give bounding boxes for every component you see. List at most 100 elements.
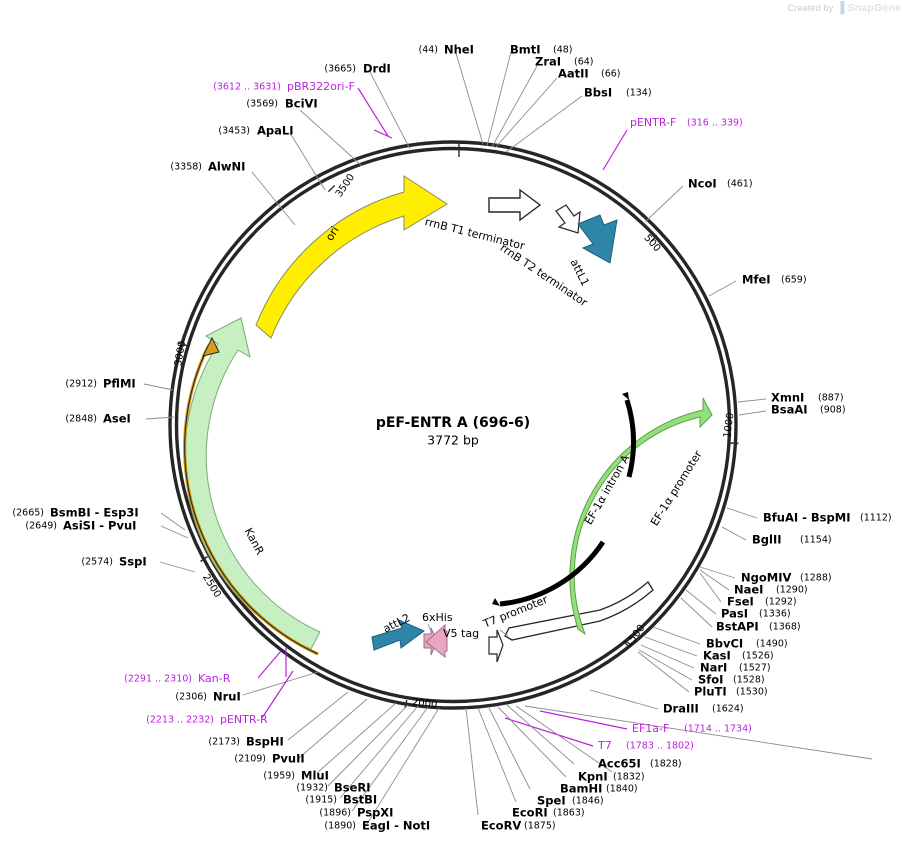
site-label-bsaai: BsaAI (908) <box>771 403 846 417</box>
feature-kanr[interactable]: KanR <box>184 317 321 650</box>
site-pos: (2574) <box>81 557 113 568</box>
labels-left[interactable]: (3358) AlwNI (2912) PflMI (2848) AseI (2… <box>12 160 245 569</box>
primer-name: pBR322ori-F <box>287 80 355 93</box>
site-pos: (44) <box>418 45 438 56</box>
site-pos: (1875) <box>524 821 556 832</box>
site-name: BstBI <box>343 793 377 807</box>
tick-label: 3500 <box>334 172 357 199</box>
site-name: SfoI <box>698 673 723 687</box>
site-label-spei: SpeI (1846) <box>537 794 604 808</box>
site-label-pvuii: (2109) PvuII <box>234 752 304 766</box>
site-pos: (887) <box>818 393 844 404</box>
site-label-ngomiv: NgoMIV (1288) <box>741 571 832 585</box>
leader-lines <box>143 49 873 825</box>
site-name: EcoRV <box>481 819 521 833</box>
site-name: MluI <box>301 769 329 783</box>
site-name: NheI <box>444 43 474 57</box>
feature-kanr-cds-arrow <box>183 336 319 656</box>
site-label-bglii: BglII (1154) <box>752 533 832 547</box>
site-label-asei: (2848) AseI <box>65 412 130 426</box>
snapgene-watermark: Created by ▐ SnapGene <box>787 2 901 14</box>
feature-label-ef1a-intron: EF-1α intron A <box>582 452 633 527</box>
site-name: PasI <box>721 607 748 621</box>
site-label-mlui: (1959) MluI <box>263 769 328 783</box>
site-name: PvuII <box>272 752 305 766</box>
site-label-bstbi: (1915) BstBI <box>305 793 377 807</box>
site-label-pspxi: (1896) PspXI <box>319 806 393 820</box>
primer-name: EF1a-F <box>632 722 669 735</box>
tick-label: 1000 <box>722 412 736 439</box>
tick-1000: 1000 <box>722 412 739 445</box>
watermark-brand: SnapGene <box>847 2 901 14</box>
site-pos: (1112) <box>860 513 892 524</box>
labels-right-lower[interactable]: NgoMIV (1288) NaeI (1290) FseI (1292) Pa… <box>597 571 832 753</box>
feature-ori[interactable]: ori <box>255 175 448 339</box>
primer-label-ef1a-f: EF1a-F (1714 .. 1734) <box>632 722 752 735</box>
labels-right-upper[interactable]: NcoI (461) MfeI (659) XmnI (887) BsaAI (… <box>688 177 892 547</box>
site-label-xmni: XmnI (887) <box>771 391 844 405</box>
site-pos: (908) <box>820 405 846 416</box>
feature-attl2[interactable]: attL2 <box>371 611 425 651</box>
site-pos: (1490) <box>756 639 788 650</box>
labels-top-right[interactable]: (44) NheI BmtI (48) ZraI (64) AatII (66)… <box>418 43 742 130</box>
site-label-bfuai-bspmi: BfuAI - BspMI (1112) <box>763 511 892 525</box>
site-label-ecori: EcoRI (1863) <box>512 806 585 820</box>
labels-top-left[interactable]: (3665) DrdI (3612 .. 3631) pBR322ori-F (… <box>213 62 391 138</box>
primer-label-pentr-f: pENTR-F (316 .. 339) <box>630 116 743 129</box>
tick-500: 500 <box>642 233 663 255</box>
feature-label-6xhis: 6xHis <box>422 611 453 624</box>
primer-range: (2291 .. 2310) <box>124 674 192 685</box>
site-label-zrai: ZraI (64) <box>535 55 594 69</box>
site-name: BseRI <box>334 781 371 795</box>
labels-bottom-right[interactable]: Acc65I (1828) KpnI (1832) BamHI (1840) S… <box>481 757 682 833</box>
site-name: BbvCI <box>706 637 743 651</box>
labels-bottom-left[interactable]: (2291 .. 2310) Kan-R (2306) NruI (2213 .… <box>124 672 430 833</box>
site-label-bcivi: (3569) BciVI <box>246 97 317 111</box>
primer-label-pentr-r: (2213 .. 2232) pENTR-R <box>146 713 268 726</box>
primer-label-t7: T7 (1783 .. 1802) <box>597 739 694 752</box>
site-label-nrui: (2306) NruI <box>175 690 240 704</box>
site-pos: (1890) <box>324 821 356 832</box>
site-label-naei: NaeI (1290) <box>734 583 808 597</box>
site-label-bseri: (1932) BseRI <box>296 781 370 795</box>
site-label-draiii: DraIII (1624) <box>663 702 744 716</box>
tick-label: 2000 <box>411 697 437 711</box>
site-label-bmti: BmtI (48) <box>510 43 573 57</box>
site-pos: (1528) <box>733 675 765 686</box>
site-label-drdi: (3665) DrdI <box>324 62 390 76</box>
site-label-bbsi: BbsI (134) <box>584 86 652 100</box>
site-name: PflMI <box>103 377 136 391</box>
site-pos: (1896) <box>319 808 351 819</box>
tick-3000: 3000 <box>173 340 188 367</box>
site-name: XmnI <box>771 391 804 405</box>
feature-rrnb-t2-terminator[interactable]: rrnB T2 terminator <box>498 204 591 309</box>
site-pos: (1959) <box>263 771 295 782</box>
primer-range: (2213 .. 2232) <box>146 715 214 726</box>
feature-label-kanr: KanR <box>242 526 267 557</box>
site-pos: (1840) <box>606 784 638 795</box>
feature-rrnb-t1-terminator[interactable]: rrnB T1 terminator <box>424 188 542 253</box>
site-pos: (3358) <box>170 162 202 173</box>
site-label-aatii: AatII (66) <box>558 67 621 81</box>
site-name: FseI <box>727 595 754 609</box>
site-pos: (2173) <box>208 737 240 748</box>
site-label-eagi-noti: (1890) EagI - NotI <box>324 819 430 833</box>
site-label-sspi: (2574) SspI <box>81 555 146 569</box>
site-pos: (48) <box>553 45 573 56</box>
feature-v5-tag[interactable]: V5 tag <box>425 623 479 659</box>
feature-label-ori: ori <box>323 224 342 243</box>
site-label-sfoi: SfoI (1528) <box>698 673 765 687</box>
feature-label-v5: V5 tag <box>443 627 479 640</box>
site-pos: (1526) <box>742 651 774 662</box>
tick-2000: 2000 <box>404 697 438 711</box>
site-pos: (3453) <box>218 126 250 137</box>
site-name: AsiSI - PvuI <box>63 519 136 533</box>
site-name: DrdI <box>363 62 391 76</box>
site-pos: (659) <box>781 275 807 286</box>
site-name: ApaLI <box>257 124 294 138</box>
site-name: NarI <box>700 661 727 675</box>
primer-label-kan-r: (2291 .. 2310) Kan-R <box>124 672 231 685</box>
site-pos: (2912) <box>65 379 97 390</box>
site-name: EcoRI <box>512 806 548 820</box>
